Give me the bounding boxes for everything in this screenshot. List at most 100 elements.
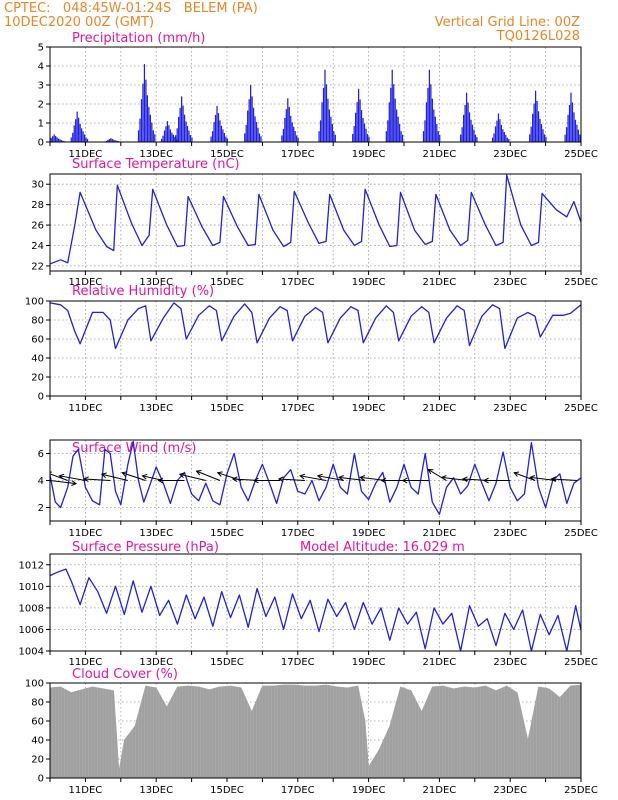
precip-xtick-label: 23DEC [493, 149, 527, 160]
wind-arrow [514, 472, 536, 481]
cloud-title: Cloud Cover (%) [72, 667, 178, 682]
precip-bar [186, 126, 189, 142]
cloud-xtick-label: 11DEC [69, 785, 103, 796]
precip-bar [397, 116, 399, 142]
precip-bar [191, 137, 193, 142]
precip-bar [425, 102, 428, 142]
pressure-xtick-label: 25DEC [564, 657, 598, 668]
precip-bar [463, 114, 465, 142]
wind-ytick-label: 2 [38, 503, 44, 514]
precip-bar [105, 140, 108, 142]
cloud-xtick-label: 25DEC [564, 785, 598, 796]
precip-bar [225, 136, 227, 142]
precip-bar [493, 133, 495, 142]
precip-bar [257, 127, 259, 142]
precip-bar [180, 96, 183, 142]
precip-bar [427, 87, 429, 142]
precip-ytick-label: 4 [38, 62, 44, 73]
precip-ytick-label: 0 [38, 138, 44, 149]
temp-xtick-label: 23DEC [493, 277, 527, 288]
wind-arrow [59, 475, 86, 481]
precip-bar [79, 123, 81, 142]
precip-bar [282, 128, 285, 142]
humidity-panel: Relative Humidity (%) 0 20 40 60 80 100 11DEC 13… [25, 284, 598, 414]
precip-bar [568, 104, 571, 142]
cloud-xtick-label: 17DEC [281, 785, 315, 796]
precip-bar [539, 118, 541, 142]
wind-xtick-label: 17DEC [281, 528, 315, 539]
precip-bar [366, 134, 369, 142]
precip-bar [140, 99, 143, 142]
precip-bar [387, 120, 389, 142]
rh-ytick-label: 80 [31, 316, 44, 327]
pressure-title: Surface Pressure (hPa) [72, 540, 219, 555]
precip-bar [536, 100, 538, 142]
wind-arrow-head [529, 475, 536, 481]
precip-bar [545, 136, 547, 142]
precip-bar [540, 124, 543, 142]
precip-bar [211, 131, 214, 142]
wind-xtick-label: 19DEC [352, 528, 386, 539]
precip-bar [352, 134, 354, 142]
pressure-series [50, 568, 581, 651]
precip-bar [82, 131, 84, 142]
cloud-ytick-label: 0 [38, 774, 44, 785]
wind-arrow-head [58, 473, 65, 480]
precip-bar [353, 126, 355, 142]
wind-xtick-label: 13DEC [139, 528, 173, 539]
temp-xtick-label: 11DEC [69, 277, 103, 288]
wind-ytick-label: 4 [38, 476, 44, 487]
precip-bar [284, 117, 286, 142]
rh-frame [49, 300, 582, 397]
temp-xtick-label: 15DEC [210, 277, 244, 288]
precip-xtick-label: 17DEC [281, 149, 315, 160]
precip-bar [506, 137, 508, 142]
precip-ytick-label: 3 [38, 81, 44, 92]
wind-arrow-head [216, 471, 223, 477]
precip-bar [321, 102, 323, 142]
precip-bar [396, 109, 398, 142]
precip-bar [142, 83, 144, 142]
precip-bar [166, 121, 169, 142]
wind-arrow-head [461, 476, 468, 483]
precip-bar [245, 124, 247, 142]
precip-bar [53, 134, 55, 142]
precip-bar [116, 140, 118, 142]
precip-bar [52, 136, 54, 142]
cloud-xtick-label: 13DEC [139, 785, 173, 796]
precip-bar [431, 98, 433, 142]
pressure-xtick-label: 15DEC [210, 657, 244, 668]
precip-bar [318, 131, 320, 142]
precip-bar [368, 136, 370, 142]
precip-bar [508, 139, 510, 142]
wind-arrow-head [195, 470, 202, 476]
precip-xtick-label: 11DEC [69, 149, 103, 160]
precip-bar [333, 131, 335, 142]
pressure-xtick-label: 13DEC [139, 657, 173, 668]
precip-bar [183, 114, 186, 142]
precip-bar [294, 131, 296, 142]
precip-bar [216, 105, 218, 142]
wind-arrow-head [550, 476, 557, 483]
precip-bar [577, 129, 580, 142]
precip-bar [213, 122, 215, 142]
precip-bar [143, 64, 146, 142]
precip-bar [324, 69, 326, 142]
wind-arrow-head [277, 476, 284, 483]
precip-bar [188, 130, 190, 142]
wind-arrow-head [71, 480, 78, 486]
precip-bar [83, 134, 86, 142]
precip-bar [70, 137, 72, 142]
precip-bar [532, 113, 534, 142]
wind-xtick-label: 15DEC [210, 528, 244, 539]
precip-bar [328, 109, 331, 142]
precip-bar [365, 128, 367, 142]
temp-xtick-label: 19DEC [352, 277, 386, 288]
wind-arrow [101, 473, 128, 481]
precip-bar [175, 135, 177, 142]
precip-bar [50, 137, 52, 142]
precip-bar [502, 129, 504, 142]
precip-bar [62, 140, 64, 142]
rh-xtick-label: 11DEC [69, 403, 103, 414]
wind-arrow [179, 473, 206, 481]
